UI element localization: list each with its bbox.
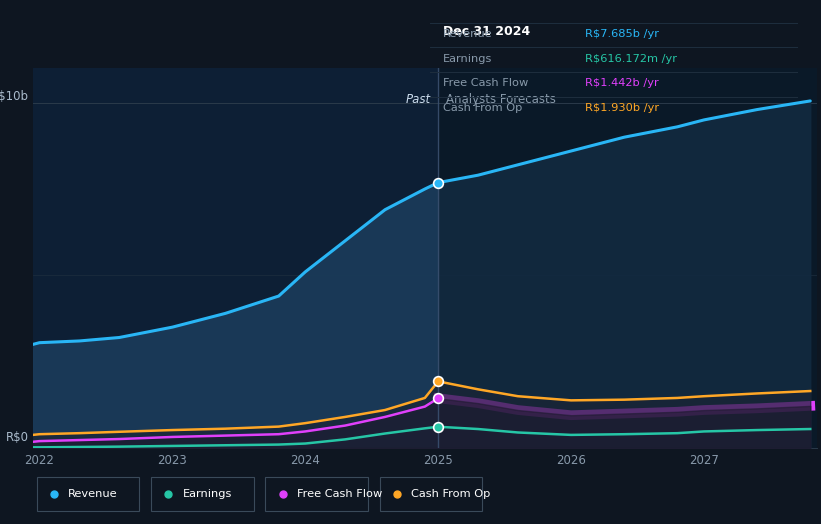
Text: R$1.442b /yr: R$1.442b /yr bbox=[585, 78, 658, 88]
Bar bbox=[438, 68, 817, 448]
Text: Revenue: Revenue bbox=[68, 489, 118, 499]
Text: Free Cash Flow: Free Cash Flow bbox=[443, 78, 529, 88]
Text: R$616.172m /yr: R$616.172m /yr bbox=[585, 53, 677, 63]
Text: Earnings: Earnings bbox=[182, 489, 232, 499]
Text: R$1.930b /yr: R$1.930b /yr bbox=[585, 103, 658, 113]
Text: Cash From Op: Cash From Op bbox=[411, 489, 490, 499]
Bar bbox=[33, 68, 438, 448]
Text: R$0: R$0 bbox=[6, 431, 29, 444]
Text: Dec 31 2024: Dec 31 2024 bbox=[443, 25, 530, 38]
Text: R$7.685b /yr: R$7.685b /yr bbox=[585, 29, 658, 39]
Text: Earnings: Earnings bbox=[443, 53, 493, 63]
Text: Past: Past bbox=[406, 93, 430, 106]
Text: Free Cash Flow: Free Cash Flow bbox=[297, 489, 382, 499]
Text: R$10b: R$10b bbox=[0, 90, 29, 103]
Text: Cash From Op: Cash From Op bbox=[443, 103, 522, 113]
Text: Analysts Forecasts: Analysts Forecasts bbox=[446, 93, 556, 106]
Text: Revenue: Revenue bbox=[443, 29, 493, 39]
